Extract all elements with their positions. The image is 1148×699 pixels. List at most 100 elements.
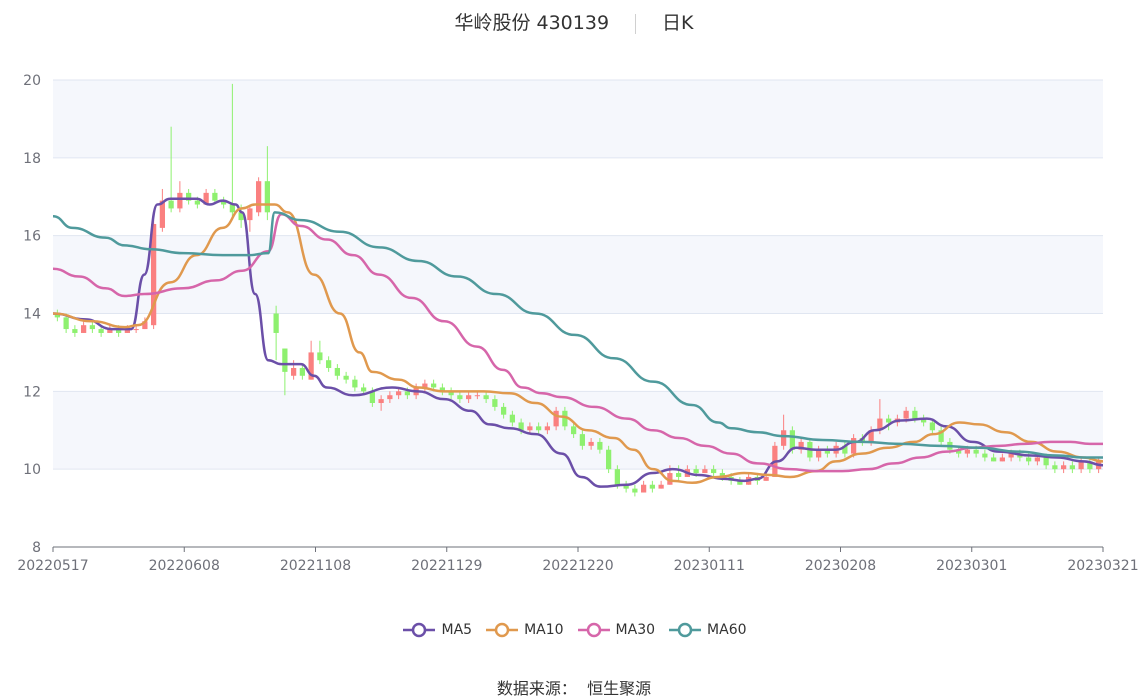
- candle-body: [518, 422, 524, 431]
- candle-body: [107, 329, 113, 333]
- candle-body: [369, 391, 375, 404]
- candle-body: [308, 352, 314, 380]
- candle-body: [956, 449, 962, 454]
- candle-body: [98, 329, 104, 333]
- candle-body: [667, 473, 673, 485]
- candle-body: [273, 313, 279, 333]
- chart-title: 华岭股份 430139 日K: [0, 8, 1148, 35]
- candle-body: [781, 430, 787, 446]
- y-tick-label: 16: [23, 229, 41, 245]
- y-tick-label: 10: [23, 462, 41, 478]
- candle-body: [404, 391, 410, 396]
- candle-body: [658, 484, 664, 489]
- candle-body: [422, 383, 428, 388]
- candle-body: [544, 426, 550, 431]
- candle-body: [536, 426, 542, 431]
- legend-marker-icon: [577, 622, 610, 638]
- candle-body: [378, 399, 384, 404]
- candle-body: [824, 449, 830, 454]
- candle-body: [133, 329, 139, 331]
- legend-item-ma10[interactable]: MA10: [484, 622, 564, 638]
- moving-averages: [52, 197, 1104, 488]
- ma-line-ma60: [52, 211, 1103, 459]
- x-tick-label: 20230321: [1067, 558, 1138, 574]
- candle-body: [641, 484, 647, 493]
- candle-body: [492, 399, 498, 407]
- candle-body: [1034, 457, 1040, 462]
- candle-body: [921, 418, 927, 423]
- x-tick-label: 20230208: [805, 558, 876, 574]
- candle-body: [159, 200, 165, 228]
- data-source: 数据来源： 恒生聚源: [0, 675, 1148, 699]
- ma-line-ma30: [52, 213, 1103, 473]
- candle-body: [868, 430, 874, 442]
- candle-body: [579, 434, 585, 446]
- candle-body: [124, 329, 130, 333]
- candle-body: [509, 414, 515, 423]
- y-axis: 8 10 12 14 16 18 20: [23, 73, 41, 556]
- candle-body: [256, 181, 262, 213]
- candle-body: [1069, 465, 1075, 470]
- candle-body: [431, 383, 437, 388]
- candle-body: [142, 321, 148, 330]
- candle-body: [282, 348, 288, 372]
- candle-body: [929, 422, 935, 431]
- candle-body: [177, 192, 183, 209]
- candle-body: [483, 395, 489, 400]
- candle-body: [632, 488, 638, 493]
- legend-item-ma30[interactable]: MA30: [576, 622, 655, 638]
- grid: [53, 79, 1103, 548]
- candle-body: [798, 441, 804, 450]
- candle-body: [1078, 461, 1084, 470]
- candle-body: [72, 329, 78, 333]
- candle-body: [702, 469, 708, 474]
- candle-body: [999, 457, 1005, 462]
- candle-body: [361, 387, 367, 392]
- candle-body: [317, 352, 323, 361]
- candle-body: [606, 449, 612, 470]
- legend-item-ma5[interactable]: MA5: [401, 622, 472, 638]
- candle-body: [1026, 457, 1032, 462]
- candle-body: [396, 391, 402, 396]
- candle-body: [186, 192, 192, 201]
- legend: MA5 MA10 MA30 MA60: [0, 622, 1148, 642]
- candle-body: [81, 325, 87, 333]
- candle-body: [711, 469, 717, 474]
- candle-body: [938, 430, 944, 442]
- x-tick-label: 20220608: [149, 558, 220, 574]
- candle-body: [299, 367, 305, 376]
- candle-body: [203, 192, 209, 205]
- candle-body: [649, 484, 655, 489]
- candle-body: [334, 367, 340, 376]
- x-axis: 20220517 20220608 20221108 20221129 20221220…: [17, 546, 1139, 574]
- candle-body: [676, 473, 682, 477]
- candle-body: [964, 449, 970, 454]
- legend-item-ma60[interactable]: MA60: [667, 622, 747, 638]
- candle-body: [973, 449, 979, 454]
- stock-name: 华岭股份 430139: [454, 12, 610, 34]
- candle-body: [912, 410, 918, 419]
- legend-marker-icon: [669, 622, 702, 638]
- candle-body: [116, 329, 122, 333]
- candle-body: [1043, 457, 1049, 466]
- legend-marker-icon: [486, 622, 519, 638]
- candle-body: [212, 192, 218, 201]
- candle-body: [588, 441, 594, 446]
- candle-body: [168, 200, 174, 209]
- candle-body: [562, 410, 568, 427]
- candle-body: [221, 200, 227, 205]
- grid-band: [53, 235, 1103, 314]
- ma-line-ma5: [52, 197, 1104, 488]
- x-tick-label: 20230111: [674, 558, 745, 574]
- candle-body: [527, 426, 533, 431]
- source-label: 数据来源：: [496, 679, 577, 698]
- legend-marker-icon: [403, 622, 436, 638]
- candle-body: [151, 223, 157, 326]
- candle-body: [789, 430, 795, 450]
- candle-body: [291, 367, 297, 376]
- candle-body: [457, 395, 463, 400]
- candle-body: [886, 418, 892, 423]
- legend-label: MA10: [524, 622, 564, 638]
- candle-body: [877, 418, 883, 431]
